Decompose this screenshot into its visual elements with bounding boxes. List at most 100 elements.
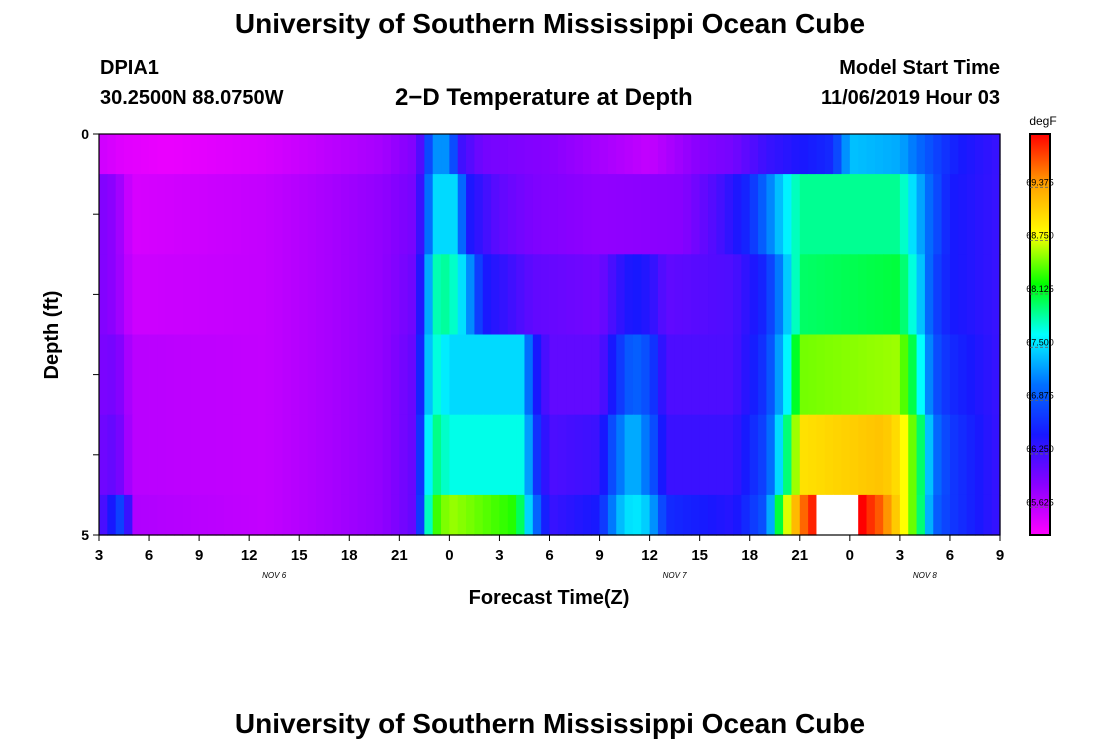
heatmap-cell (991, 254, 1001, 336)
heatmap-cell (657, 494, 667, 536)
heatmap-cell (149, 494, 158, 536)
heatmap-cell (149, 334, 158, 416)
heatmap-cell (324, 494, 334, 536)
heatmap-cell (174, 254, 184, 336)
heatmap-cell (607, 174, 617, 255)
heatmap (99, 134, 1001, 536)
heatmap-cell (983, 494, 993, 536)
heatmap-cell (299, 174, 309, 255)
heatmap-cell (991, 414, 1001, 496)
heatmap-cell (399, 334, 409, 416)
heatmap-cell (274, 334, 284, 416)
heatmap-cell (841, 254, 851, 336)
heatmap-cell (949, 254, 959, 336)
heatmap-cell (708, 334, 717, 416)
heatmap-cell (424, 334, 434, 416)
heatmap-cell (582, 334, 592, 416)
y-tick-label: 5 (81, 527, 89, 543)
heatmap-cell (390, 414, 400, 496)
heatmap-cell (833, 414, 843, 496)
heatmap-cell (783, 254, 793, 336)
x-date-label: NOV 7 (663, 571, 688, 580)
heatmap-cell (99, 174, 108, 255)
x-tick-label: 0 (445, 547, 453, 564)
heatmap-cell (257, 174, 267, 255)
heatmap-cell (315, 494, 325, 536)
heatmap-cell (699, 494, 709, 536)
heatmap-cell (274, 254, 284, 336)
x-tick-label: 3 (896, 547, 904, 564)
x-tick-label: 6 (946, 547, 954, 564)
x-tick-label: 21 (791, 547, 808, 564)
heatmap-cell (115, 134, 125, 175)
heatmap-cell (324, 174, 334, 255)
heatmap-cell (824, 174, 834, 255)
heatmap-cell (474, 174, 484, 255)
heatmap-cell (916, 134, 926, 175)
heatmap-cell (924, 334, 934, 416)
heatmap-cell (399, 414, 409, 496)
heatmap-cell (916, 414, 926, 496)
x-tick-label: 3 (495, 547, 503, 564)
heatmap-cell (174, 134, 184, 175)
heatmap-cell (441, 134, 450, 175)
heatmap-cell (349, 414, 359, 496)
heatmap-cell (741, 494, 751, 536)
y-tick-label: 0 (81, 126, 89, 142)
heatmap-cell (190, 334, 200, 416)
heatmap-cell (974, 334, 984, 416)
heatmap-cell (616, 494, 626, 536)
heatmap-cell (357, 494, 367, 536)
heatmap-cell (949, 494, 959, 536)
heatmap-cell (983, 174, 993, 255)
heatmap-cell (165, 494, 175, 536)
heatmap-cell (240, 174, 250, 255)
heatmap-cell (541, 414, 551, 496)
heatmap-cell (265, 414, 275, 496)
heatmap-cell (449, 414, 459, 496)
heatmap-cell (766, 334, 776, 416)
heatmap-cell (741, 254, 751, 336)
heatmap-cell (749, 494, 759, 536)
heatmap-cell (866, 254, 876, 336)
heatmap-cell (649, 414, 659, 496)
heatmap-cell (416, 254, 425, 336)
heatmap-cell (499, 334, 509, 416)
heatmap-cell (432, 134, 442, 175)
heatmap-cell (733, 414, 742, 496)
heatmap-cell (140, 414, 150, 496)
heatmap-cell (132, 174, 142, 255)
heatmap-cell (858, 174, 868, 255)
heatmap-cell (374, 414, 384, 496)
heatmap-cell (716, 174, 726, 255)
heatmap-cell (866, 334, 876, 416)
heatmap-cell (441, 494, 450, 536)
heatmap-cell (657, 174, 667, 255)
heatmap-cell (165, 254, 175, 336)
heatmap-cell (908, 334, 918, 416)
heatmap-cell (349, 254, 359, 336)
heatmap-cell (557, 334, 567, 416)
heatmap-cell (491, 494, 501, 536)
heatmap-cell (632, 134, 642, 175)
heatmap-cell (532, 414, 542, 496)
heatmap-cell (224, 254, 234, 336)
heatmap-cell (190, 254, 200, 336)
heatmap-cell (824, 334, 834, 416)
heatmap-cell (808, 174, 818, 255)
heatmap-cell (516, 254, 526, 336)
heatmap-cell (716, 254, 726, 336)
y-axis-label: Depth (ft) (41, 291, 63, 380)
heatmap-cell (899, 134, 909, 175)
heatmap-cell (441, 254, 450, 336)
heatmap-cell (140, 174, 150, 255)
heatmap-cell (224, 334, 234, 416)
heatmap-cell (340, 134, 350, 175)
heatmap-cell (649, 174, 659, 255)
heatmap-cell (682, 494, 692, 536)
heatmap-cell (724, 174, 734, 255)
heatmap-cell (357, 334, 367, 416)
heatmap-cell (499, 174, 509, 255)
heatmap-cell (791, 134, 801, 175)
heatmap-cell (816, 134, 826, 175)
